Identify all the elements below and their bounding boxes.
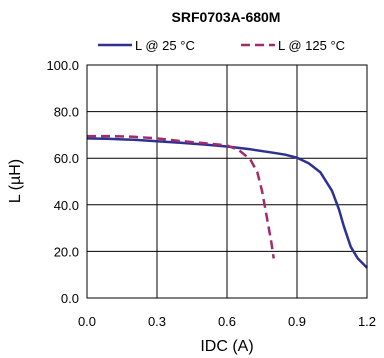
- series-line-125c: [87, 134, 275, 259]
- legend-label: L @ 125 °C: [278, 38, 345, 53]
- x-tick-label: 1.2: [358, 314, 376, 329]
- y-tick-label: 80.0: [54, 105, 79, 120]
- plot-border: [86, 64, 368, 299]
- series-layer: [86, 134, 368, 269]
- y-tick-label: 100.0: [46, 58, 79, 73]
- y-tick-label: 60.0: [54, 151, 79, 166]
- chart-title: SRF0703A-680M: [172, 9, 281, 25]
- x-tick-label: 0.3: [148, 314, 166, 329]
- y-tick-label: 0.0: [61, 291, 79, 306]
- y-axis-ticks: 0.0 20.0 40.0 60.0 80.0 100.0: [46, 58, 79, 306]
- grid-lines: [87, 65, 367, 298]
- x-tick-label: 0.0: [78, 314, 96, 329]
- x-tick-label: 0.9: [288, 314, 306, 329]
- y-tick-label: 40.0: [54, 198, 79, 213]
- x-axis-ticks: 0.0 0.3 0.6 0.9 1.2: [78, 314, 376, 329]
- legend-label: L @ 25 °C: [135, 38, 195, 53]
- x-tick-label: 0.6: [218, 314, 236, 329]
- y-axis-label: L (µH): [7, 159, 24, 203]
- y-tick-label: 20.0: [54, 244, 79, 259]
- chart-legend: L @ 25 °C L @ 125 °C: [98, 38, 345, 53]
- x-axis-label: IDC (A): [200, 338, 253, 355]
- series-line-25c: [86, 137, 368, 269]
